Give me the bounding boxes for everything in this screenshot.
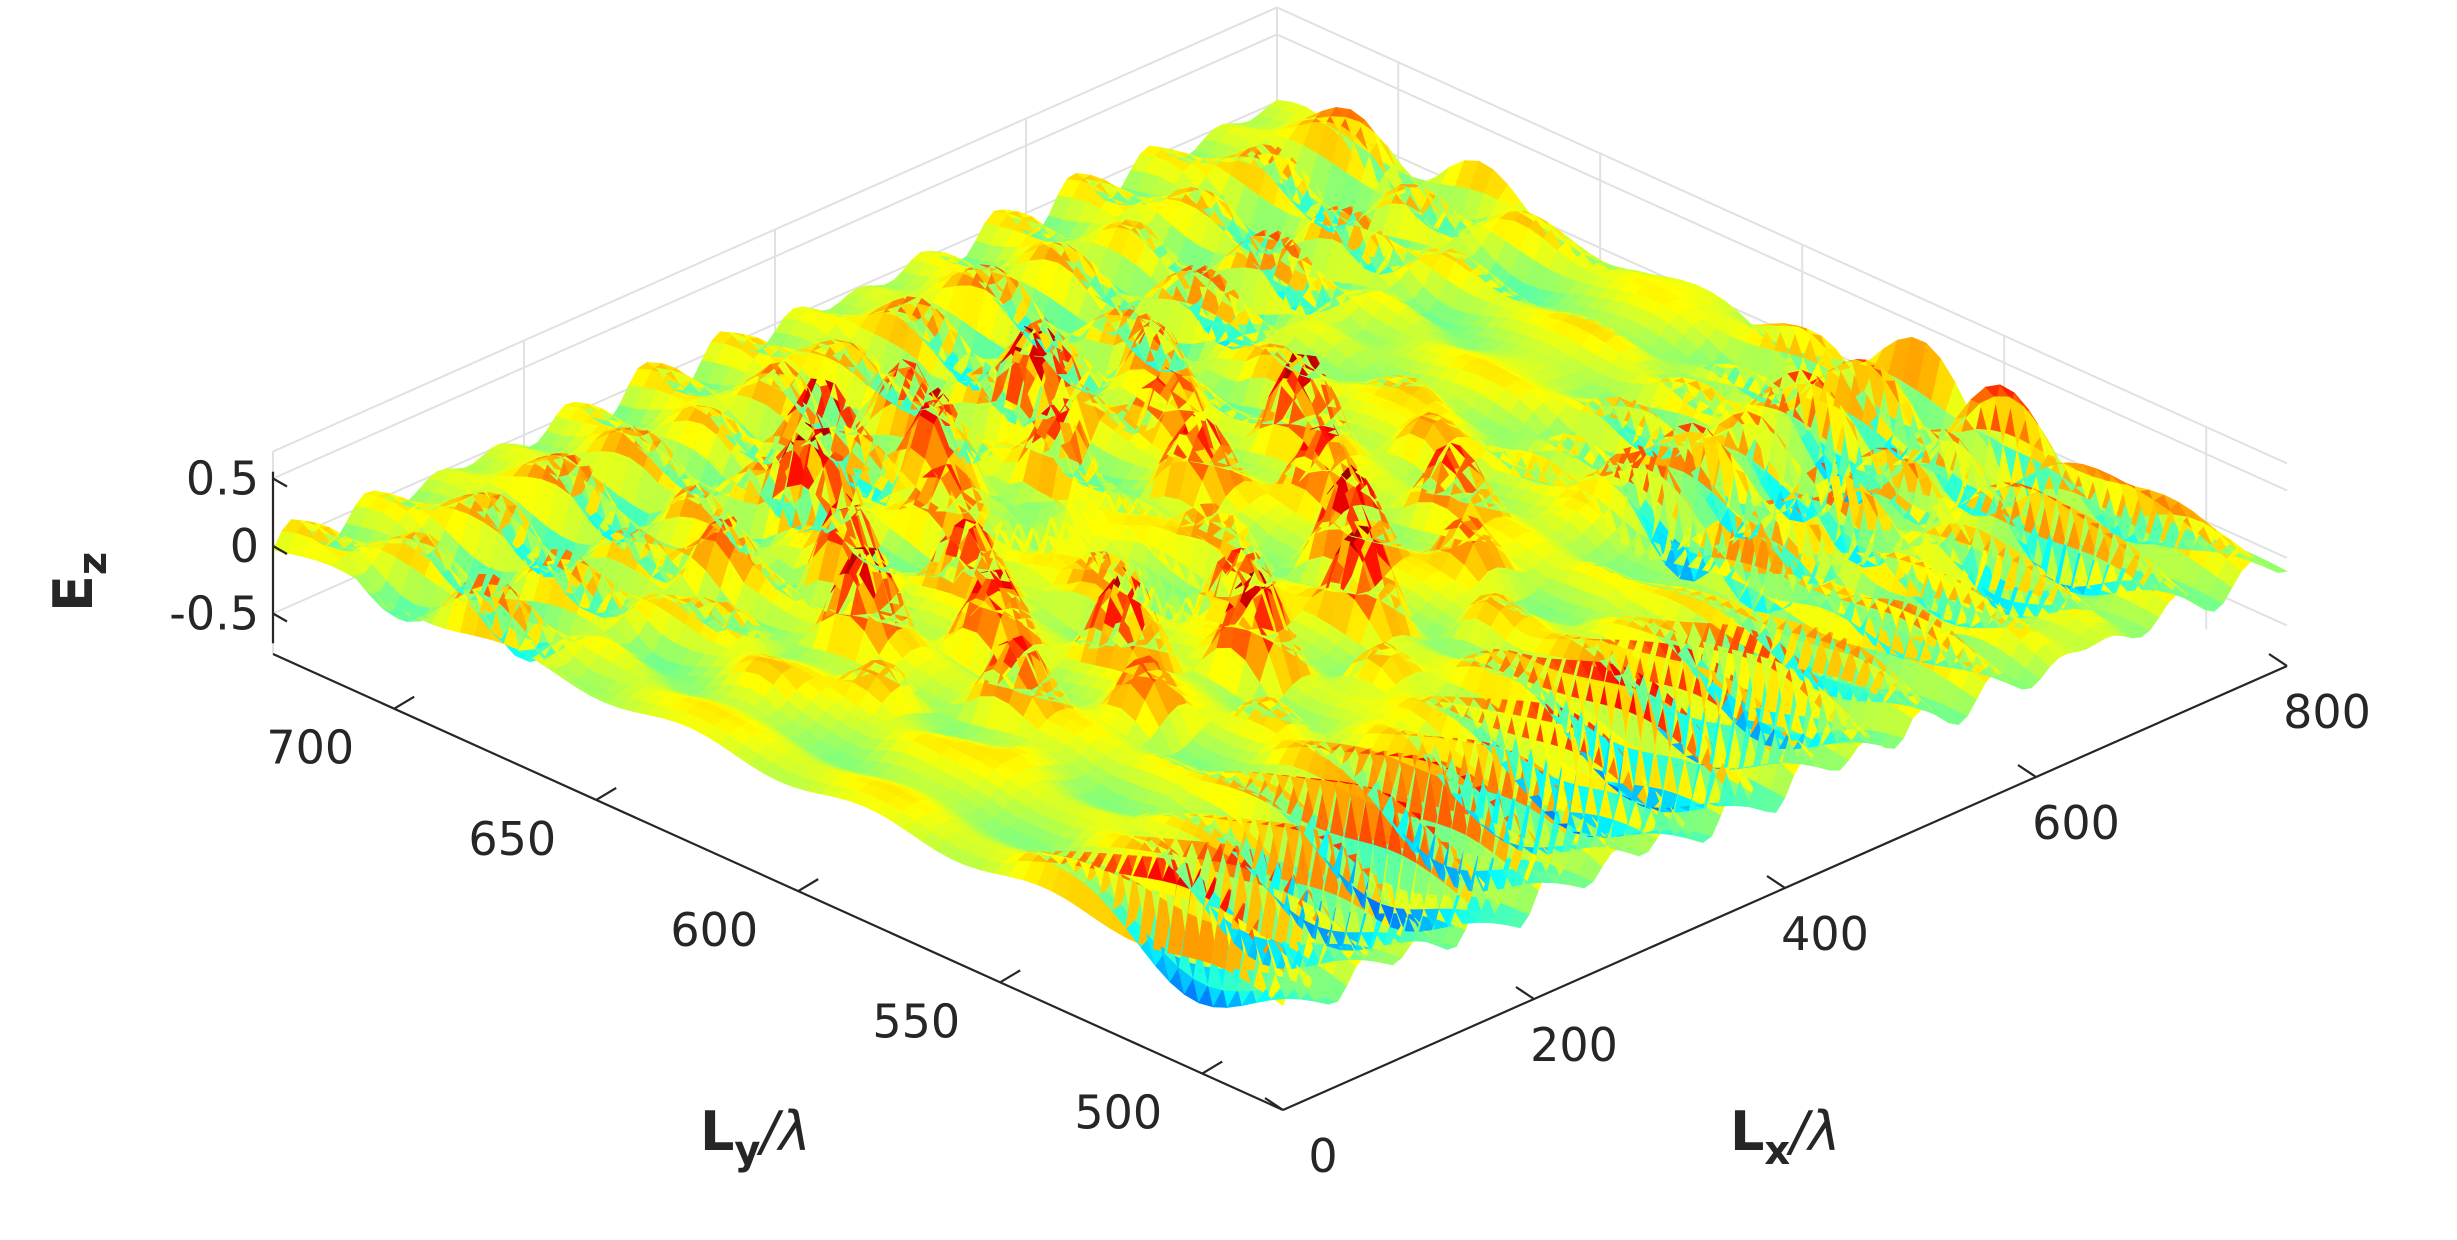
surface bbox=[272, 99, 2288, 1008]
